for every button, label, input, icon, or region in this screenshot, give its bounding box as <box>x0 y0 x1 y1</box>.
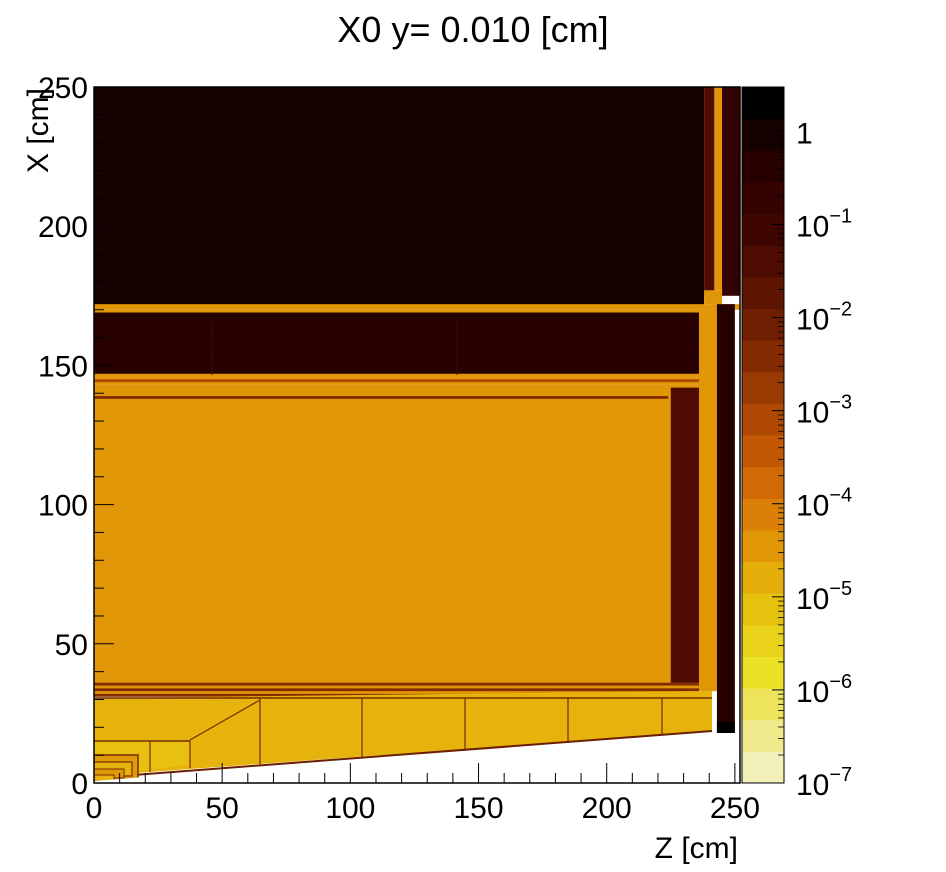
y-tick-label: 200 <box>38 211 88 244</box>
x-tick-label: 100 <box>325 792 375 825</box>
y-tick-label: 150 <box>38 350 88 383</box>
color-tick-label: 10−7 <box>796 764 852 802</box>
color-band-17 <box>742 213 784 246</box>
color-band-7 <box>742 529 784 563</box>
color-bar-frame <box>741 86 785 784</box>
color-band-11 <box>742 403 784 436</box>
color-band-6 <box>742 561 784 594</box>
color-band-19 <box>742 150 784 183</box>
color-band-0 <box>742 751 784 784</box>
heatmap-cell-19 <box>94 682 699 686</box>
y-axis-label: X [cm] <box>22 88 55 173</box>
x-tick-label: 50 <box>205 792 238 825</box>
color-scale-labels: 10−7 10−6 10−5 10−4 10−3 10−2 10−1 1 <box>772 86 852 802</box>
x-tick-label: 150 <box>453 792 503 825</box>
y-tick-label: 100 <box>38 490 88 523</box>
heatmap-cell-3 <box>722 87 740 296</box>
color-band-13 <box>742 340 784 373</box>
color-band-10 <box>742 435 784 468</box>
heatmap-cell-18 <box>94 688 699 692</box>
color-band-9 <box>742 466 784 499</box>
heatmap-cell-12 <box>94 396 669 399</box>
heatmap-regions <box>94 87 740 756</box>
plot-frame <box>93 86 741 784</box>
empty-region <box>94 733 740 783</box>
heatmap-cell-11 <box>94 393 671 683</box>
y-tick-label: 0 <box>71 768 88 801</box>
heatmap-plot-area <box>94 87 740 783</box>
chart-title: X0 y= 0.010 [cm] <box>337 9 608 50</box>
detector-detail <box>94 313 740 783</box>
color-band-12 <box>742 371 784 404</box>
color-tick-label: 10−5 <box>796 578 852 616</box>
color-scale-bar <box>741 86 785 784</box>
color-band-20 <box>742 118 784 151</box>
color-band-2 <box>742 688 784 721</box>
beampipe-line <box>94 730 713 779</box>
heatmap-cell-1 <box>704 87 715 296</box>
heatmap-cell-13 <box>670 387 699 692</box>
x-axis-ticks: 0 50 100 150 200 250 <box>86 763 760 825</box>
x-tick-label: 200 <box>582 792 632 825</box>
heatmap-cell-0 <box>94 87 705 307</box>
color-band-3 <box>742 656 784 689</box>
color-band-14 <box>742 308 784 341</box>
heatmap-cell-15 <box>716 304 735 756</box>
y-tick-label: 50 <box>55 629 88 662</box>
color-band-18 <box>742 181 784 215</box>
forward-region <box>94 691 712 776</box>
color-tick-label: 1 <box>796 117 813 150</box>
color-band-16 <box>742 245 784 278</box>
color-tick-label: 10−4 <box>796 485 852 523</box>
heatmap-cell-4 <box>94 304 740 310</box>
color-tick-label: 10−6 <box>796 671 852 709</box>
heatmap-cell-14 <box>698 309 717 692</box>
color-tick-label: 10−3 <box>796 392 852 430</box>
heatmap-cell-2 <box>714 87 723 291</box>
color-band-4 <box>742 624 784 657</box>
y-axis-ticks: 0 50 100 150 200 250 <box>38 72 114 801</box>
color-band-5 <box>742 593 784 626</box>
heatmap-cell-9 <box>94 379 699 383</box>
cone-diagonal-line <box>189 699 261 741</box>
color-tick-label: 10−1 <box>796 205 852 243</box>
heatmap-cell-5 <box>704 290 723 305</box>
color-band-21 <box>742 87 784 120</box>
x-tick-label: 250 <box>710 792 760 825</box>
x-axis-label: Z [cm] <box>655 832 738 865</box>
color-band-15 <box>742 276 784 309</box>
heatmap-cell-7 <box>94 312 699 374</box>
color-band-8 <box>742 498 784 531</box>
color-band-1 <box>742 719 784 752</box>
y-tick-label: 250 <box>38 72 88 105</box>
x-tick-label: 0 <box>86 792 103 825</box>
color-tick-label: 10−2 <box>796 299 852 337</box>
